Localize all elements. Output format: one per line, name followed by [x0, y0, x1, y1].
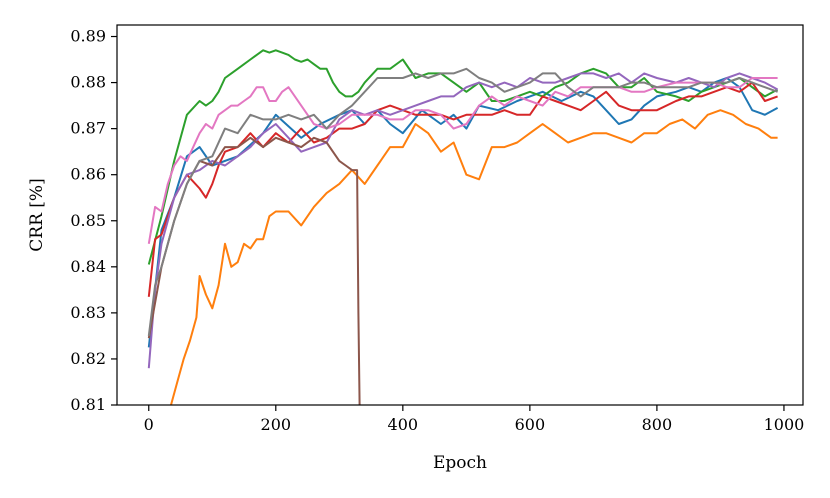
- series-line-3: [147, 49, 779, 265]
- series-line-1: [147, 77, 779, 348]
- y-tick-label: 0.84: [70, 257, 106, 276]
- series-line-7: [147, 77, 778, 244]
- x-tick-label: 800: [642, 415, 673, 434]
- y-axis: 0.81 0.82 0.83 0.84 0.85 0.86 0.87 0.88 0.89: [70, 27, 117, 414]
- x-axis: 0 200 400 600 800 1000: [144, 405, 805, 434]
- y-tick-label: 0.82: [70, 349, 106, 368]
- x-tick-label: 600: [515, 415, 546, 434]
- y-tick-label: 0.87: [70, 119, 106, 138]
- y-tick-label: 0.88: [70, 73, 106, 92]
- series-line-4: [147, 81, 778, 297]
- x-tick-label: 200: [261, 415, 292, 434]
- y-axis-title: CRR [%]: [27, 178, 47, 251]
- y-tick-label: 0.89: [70, 27, 106, 46]
- x-axis-title: Epoch: [433, 453, 487, 473]
- series-line-5: [147, 72, 779, 369]
- x-tick-label: 400: [388, 415, 419, 434]
- plot-frame: [116, 24, 804, 406]
- y-tick-label: 0.83: [70, 303, 106, 322]
- series-layer: [147, 49, 779, 405]
- series-line-8: [147, 67, 778, 337]
- y-tick-label: 0.85: [70, 211, 106, 230]
- series-line-2: [170, 109, 778, 405]
- x-tick-label: 1000: [764, 415, 805, 434]
- y-tick-label: 0.81: [70, 395, 106, 414]
- x-tick-label: 0: [144, 415, 154, 434]
- y-tick-label: 0.86: [70, 165, 106, 184]
